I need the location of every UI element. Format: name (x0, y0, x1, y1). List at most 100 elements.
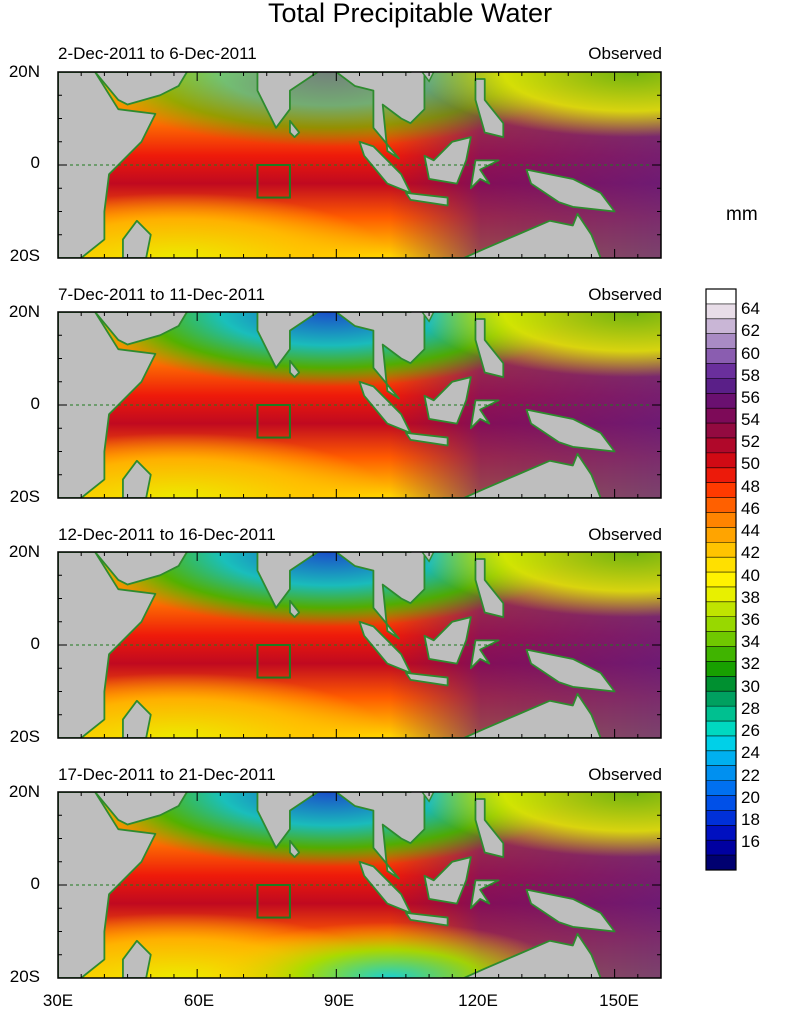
land-mass (442, 452, 602, 498)
land-mass (421, 72, 435, 83)
land-mass (289, 359, 301, 379)
land-mass (474, 798, 505, 858)
colorbar-label: 34 (741, 632, 760, 651)
colorbar-label: 54 (741, 410, 760, 429)
colorbar-label: 20 (741, 788, 760, 807)
panel-1-lat-mid: 0 (30, 153, 40, 172)
colorbar-swatch (706, 512, 736, 528)
panel-4-date: 17-Dec-2011 to 21-Dec-2011 (58, 765, 276, 784)
lon-label-120e: 120E (458, 991, 498, 1010)
colorbar-label: 22 (741, 766, 760, 785)
colorbar-swatch (706, 363, 736, 379)
land-mass (469, 159, 500, 190)
map-panel-2 (57, 311, 662, 499)
colorbar-swatch (706, 423, 736, 439)
panel-2-lat-top: 20N (8, 302, 40, 321)
colorbar-swatch (706, 780, 736, 796)
land-mass (122, 219, 152, 258)
colorbar-swatch (706, 452, 736, 469)
map-field (58, 792, 661, 978)
colorbar-swatch (706, 497, 736, 513)
colorbar-swatch (706, 646, 736, 662)
land-mass (335, 792, 426, 880)
lon-label-60e: 60E (183, 991, 215, 1010)
colorbar-label: 48 (741, 477, 760, 496)
land-mass (289, 599, 301, 618)
study-region-box (256, 164, 291, 199)
land-mass (404, 431, 449, 447)
land-mass (474, 78, 505, 139)
colorbar-label: 52 (741, 432, 760, 451)
colorbar (705, 288, 737, 871)
colorbar-label: 24 (741, 743, 760, 762)
colorbar-swatch (706, 735, 736, 752)
study-region-box (256, 884, 291, 919)
colorbar-label: 42 (741, 543, 760, 562)
colorbar-swatch (706, 855, 736, 871)
land-mass (423, 136, 472, 185)
land-mass (474, 318, 505, 379)
panel-1-lat-bottom: 20S (9, 246, 40, 265)
colorbar-label: 64 (741, 299, 760, 318)
land-mass (525, 168, 616, 213)
colorbar-label: 50 (741, 454, 760, 473)
colorbar-swatch (706, 437, 736, 454)
colorbar-swatch (706, 706, 736, 722)
panel-4-lat-bottom: 20S (9, 967, 40, 986)
land-mass (404, 912, 449, 927)
colorbar-label: 36 (741, 610, 760, 629)
panel-3-date: 12-Dec-2011 to 16-Dec-2011 (58, 525, 276, 544)
land-mass (289, 119, 301, 139)
land-mass (525, 888, 616, 933)
panel-3-tag: Observed (588, 525, 662, 544)
colorbar-swatch (706, 616, 736, 633)
land-mass (421, 792, 435, 803)
land-mass (469, 639, 500, 670)
colorbar-label: 28 (741, 699, 760, 718)
panel-3-lat-mid: 0 (30, 634, 40, 653)
land-mass (474, 558, 505, 618)
panel-1-lat-top: 20N (8, 62, 40, 81)
land-mass (421, 312, 435, 323)
land-mass (423, 856, 472, 905)
colorbar-swatch (706, 676, 736, 692)
panel-2-tag: Observed (588, 285, 662, 304)
colorbar-swatch (706, 333, 736, 349)
colorbar-swatch (706, 303, 736, 320)
colorbar-label: 26 (741, 721, 760, 740)
colorbar-label: 60 (741, 344, 760, 363)
colorbar-swatch (706, 527, 736, 543)
lon-label-90e: 90E (323, 991, 355, 1010)
panel-3-lat-bottom: 20S (9, 727, 40, 746)
land-mass (469, 399, 500, 430)
land-mass (122, 939, 152, 978)
colorbar-swatch (706, 408, 736, 424)
study-region-box (256, 404, 291, 439)
colorbar-swatch (706, 586, 736, 603)
panel-2-lat-mid: 0 (30, 394, 40, 413)
colorbar-swatch (706, 750, 736, 767)
map-field (58, 312, 661, 498)
map-panel-1 (57, 71, 662, 259)
land-mass (525, 408, 616, 453)
map-panel-4 (57, 791, 662, 979)
land-mass (94, 792, 188, 826)
colorbar-label: 44 (741, 521, 760, 540)
colorbar-swatch (706, 691, 736, 707)
panel-2-date: 7-Dec-2011 to 11-Dec-2011 (58, 285, 265, 304)
colorbar-swatch (706, 557, 736, 573)
land-mass (469, 879, 500, 910)
panel-4-lat-top: 20N (8, 782, 40, 801)
land-mass (94, 552, 188, 586)
colorbar-swatch (706, 795, 736, 811)
colorbar-swatch (706, 348, 736, 364)
colorbar-swatch (706, 721, 736, 737)
panel-4-lat-mid: 0 (30, 874, 40, 893)
colorbar-swatch (706, 661, 736, 677)
land-mass (442, 212, 602, 258)
land-mass (94, 72, 188, 106)
panel-4-tag: Observed (588, 765, 662, 784)
colorbar-label: 32 (741, 654, 760, 673)
panel-3-lat-top: 20N (8, 542, 40, 561)
study-region-box (256, 644, 291, 679)
